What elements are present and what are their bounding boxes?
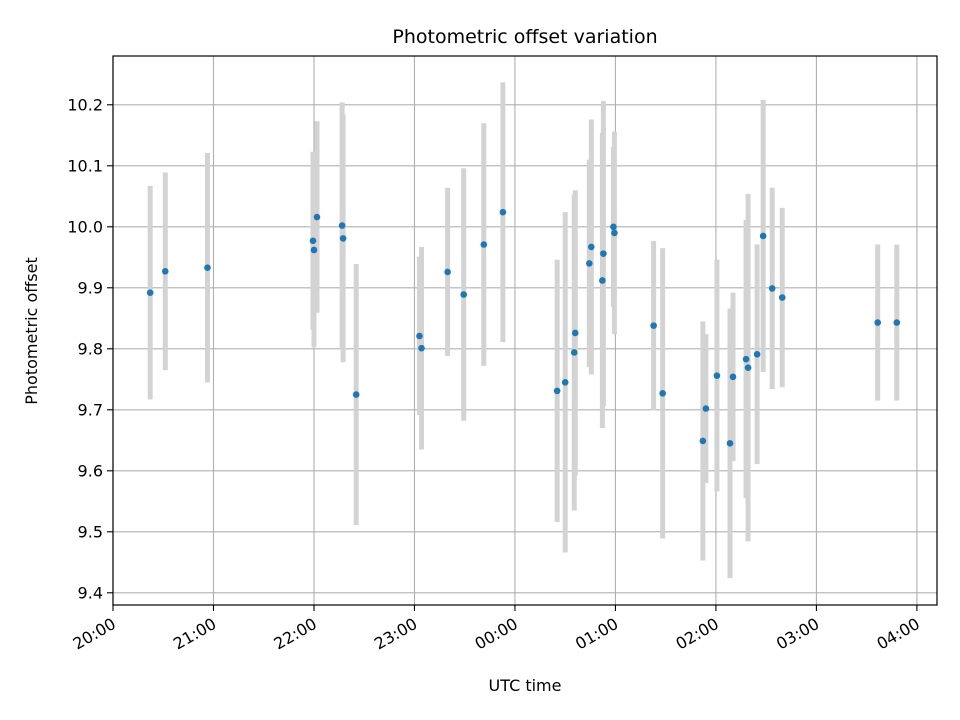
y-tick-label: 9.7 bbox=[78, 400, 103, 419]
y-tick-label: 9.4 bbox=[78, 583, 103, 602]
data-point bbox=[553, 387, 561, 395]
data-point bbox=[460, 291, 468, 298]
plot-frame bbox=[112, 55, 938, 606]
data-point bbox=[313, 213, 321, 221]
data-point bbox=[650, 322, 657, 329]
data-point bbox=[204, 264, 211, 271]
data-point bbox=[588, 243, 595, 251]
data-point bbox=[699, 437, 707, 445]
data-point bbox=[610, 223, 617, 231]
data-point bbox=[742, 355, 750, 363]
data-point bbox=[309, 237, 317, 245]
data-point bbox=[611, 229, 618, 237]
y-tick-label: 10.1 bbox=[67, 156, 103, 175]
data-point bbox=[778, 294, 786, 301]
data-point bbox=[418, 344, 425, 352]
y-tick-label: 10.0 bbox=[67, 217, 103, 236]
data-point bbox=[570, 349, 578, 356]
y-tick-label: 9.9 bbox=[78, 278, 103, 297]
data-point bbox=[744, 364, 752, 372]
data-point bbox=[352, 391, 360, 398]
data-point bbox=[599, 277, 606, 284]
data-point bbox=[339, 235, 347, 242]
data-point bbox=[600, 250, 607, 257]
data-point bbox=[759, 232, 767, 240]
data-point bbox=[874, 319, 882, 326]
data-point bbox=[499, 208, 507, 216]
data-point bbox=[571, 329, 579, 337]
data-point bbox=[444, 268, 451, 276]
data-point bbox=[753, 350, 761, 358]
data-points bbox=[146, 208, 901, 447]
y-axis-ticks: 9.4 9.5 9.6 9.7 9.8 9.9 10.0 10.1 10.2 bbox=[67, 95, 113, 602]
data-point bbox=[161, 268, 169, 275]
y-tick-label: 9.5 bbox=[78, 522, 103, 541]
y-axis-label: Photometric offset bbox=[22, 257, 41, 405]
x-axis-label: UTC time bbox=[489, 676, 562, 695]
data-point bbox=[702, 405, 710, 412]
chart-title: Photometric offset variation bbox=[392, 26, 657, 48]
y-tick-label: 9.6 bbox=[78, 461, 103, 480]
y-tick-label: 9.8 bbox=[78, 339, 103, 358]
data-point bbox=[729, 373, 737, 381]
data-point bbox=[713, 372, 721, 379]
data-point bbox=[586, 260, 593, 267]
data-point bbox=[726, 440, 734, 447]
data-point bbox=[659, 390, 666, 397]
data-point bbox=[768, 285, 776, 292]
data-point bbox=[893, 319, 901, 326]
grid-lines bbox=[112, 56, 937, 605]
data-point bbox=[310, 246, 318, 254]
data-point bbox=[561, 379, 569, 386]
y-tick-label: 10.2 bbox=[67, 95, 103, 114]
data-point bbox=[146, 289, 154, 296]
data-point bbox=[416, 332, 423, 340]
data-point bbox=[338, 222, 346, 229]
data-point bbox=[480, 241, 488, 248]
